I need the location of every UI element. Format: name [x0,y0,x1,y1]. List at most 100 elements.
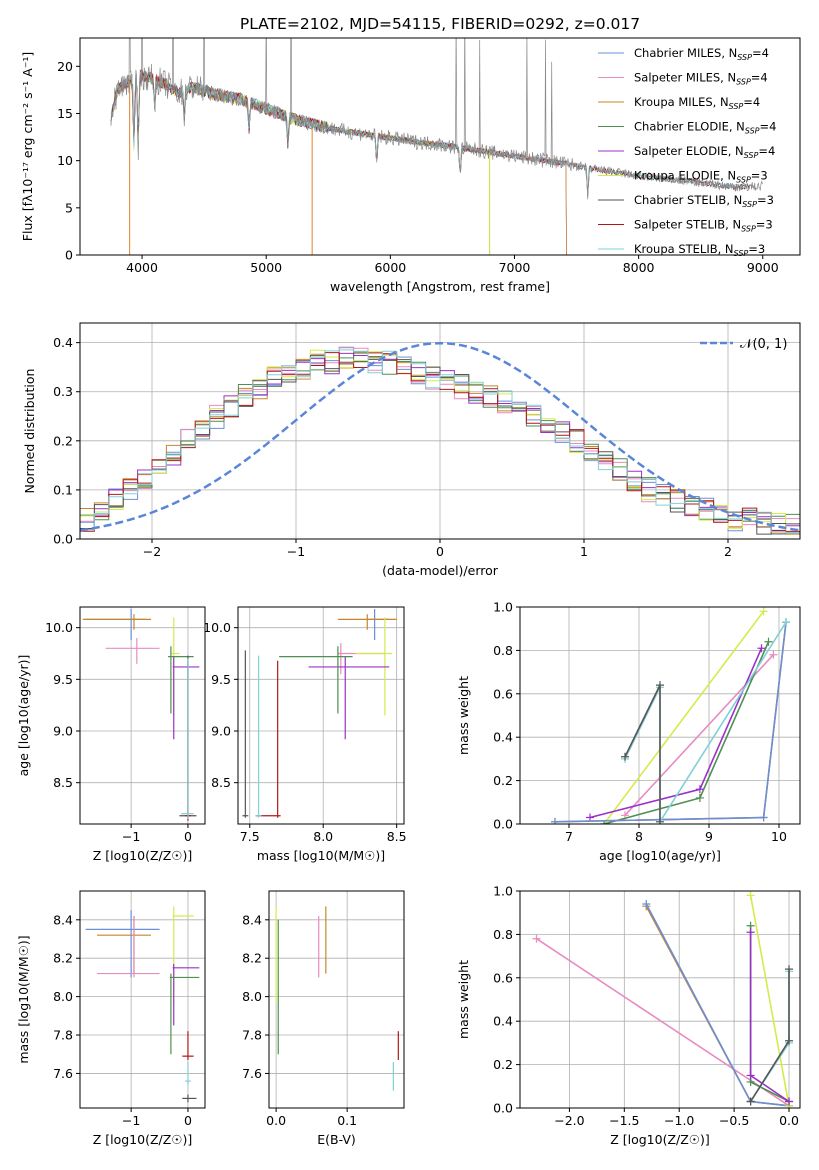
x-tick-label: 9000 [747,260,779,275]
y-tick-label: 7.8 [242,1028,262,1043]
weight-marker [746,1097,755,1106]
y-tick-label: 0.0 [53,532,73,547]
spectrum-legend: Chabrier MILES, NSSP=4 Salpeter MILES, NS… [598,46,776,258]
weight-vs-Z-plot-area [532,891,794,1108]
y-tick-label: 9.5 [53,672,73,687]
weight-marker [782,618,790,627]
weight-marker [586,813,594,822]
y-tick-label: 8.5 [211,775,231,790]
residuals-ylabel: Normed distribution [22,369,37,494]
y-tick-label: 8.2 [53,951,73,966]
weight-vs-age-ylabel: mass weight [456,676,471,755]
y-tick-label: 0.8 [493,927,513,942]
spectrum-frame [79,37,801,256]
weight-line [749,969,790,1102]
x-tick-label: 9 [705,829,713,844]
y-tick-label: 7.6 [53,1066,73,1081]
plot-layer: 4000 5000 6000 7000 8000 900005101520waveleng… [16,37,801,1147]
x-tick-label: 8000 [623,260,655,275]
x-tick-label: 0.0 [779,1113,799,1128]
mass-vs-Z-frame [79,890,206,1109]
x-tick-label: 0 [184,1113,192,1128]
y-tick-label: 0.4 [53,335,73,350]
x-tick-label: 7.5 [240,829,260,844]
y-tick-label: 8.4 [242,912,262,927]
x-tick-label: 1 [580,544,588,559]
figure-title: PLATE=2102, MJD=54115, FIBERID=0292, z=0… [240,15,640,33]
x-tick-label: 8 [635,829,643,844]
weight-vs-Z-xlabel: Z [log10(Z/Z☉)] [610,1132,710,1147]
legend-label: Chabrier ELODIE, NSSP=4 [634,120,776,136]
y-tick-label: 7.8 [53,1028,73,1043]
x-tick-label: −2 [143,544,161,559]
x-tick-label: 0.0 [266,1113,286,1128]
x-tick-label: 8.5 [387,829,407,844]
weight-marker [695,793,704,802]
y-tick-label: 0.4 [493,730,513,745]
y-tick-label: 10.0 [203,620,231,635]
y-tick-label: 1.0 [493,884,513,899]
weight-marker [764,637,773,646]
residuals-plot-area [80,341,800,535]
weight-vs-age-xlabel: age [log10(age/yr)] [599,848,721,863]
y-tick-label: 8.0 [242,989,262,1004]
y-tick-label: 15 [57,106,73,121]
x-tick-label: 6000 [374,260,406,275]
weight-vs-Z-panel: −2.0 −1.5 −1.0 −0.5 0.0 0.0 0.2 0.4 0.6 0.8 1.0 Z [… [456,884,801,1147]
weight-vs-Z-frame [519,890,801,1109]
y-tick-label: 8.0 [53,989,73,1004]
weight-marker [746,1071,755,1080]
x-tick-label: 4000 [126,260,158,275]
x-tick-label: 5000 [250,260,282,275]
y-tick-label: 0.3 [53,384,73,399]
spectrum-ylabel: Flux [fλ10⁻¹⁷ erg cm⁻² s⁻¹ A⁻¹] [20,52,35,241]
y-tick-label: 10.0 [45,620,73,635]
age-vs-mass-panel: 7.5 8.0 8.5 8.5 9.0 9.5 10.0 mass [log10(M/M☉)] [203,606,407,863]
x-tick-label: 2 [724,544,732,559]
weight-line [554,622,787,823]
weight-vs-age-panel: 7 8 9 10 0.0 0.2 0.4 0.6 0.8 1.0 age [log10(age/yr… [456,600,801,863]
weight-line [603,610,765,824]
x-tick-label: 10 [771,829,787,844]
y-tick-label: 0 [65,248,73,263]
spectrum-data-line [110,38,764,200]
y-tick-label: 0.2 [493,1057,513,1072]
y-tick-label: 0.8 [493,643,513,658]
y-tick-label: 0.6 [493,970,513,985]
x-tick-label: 0 [184,829,192,844]
y-tick-label: 1.0 [493,600,513,615]
weight-marker [656,817,664,824]
y-tick-label: 0.0 [493,1101,513,1116]
weight-marker [532,934,541,943]
age-vs-mass-frame [237,606,405,825]
weight-marker [759,813,768,822]
x-tick-label: −1.0 [664,1113,694,1128]
y-tick-label: 9.5 [211,672,231,687]
weight-marker [656,681,664,690]
weight-vs-age-plot-area [551,607,790,824]
mass-vs-EBV-plot-area [275,906,399,1091]
mass-vs-EBV-frame [268,890,405,1109]
spectrum-model-line [110,72,491,255]
y-tick-label: 8.2 [242,951,262,966]
spectrum-model-line [110,73,491,255]
x-tick-label: −0.5 [719,1113,749,1128]
y-tick-label: 7.6 [242,1066,262,1081]
legend-label: Kroupa ELODIE, NSSP=3 [634,169,768,185]
weight-marker [551,817,559,824]
legend-label: Kroupa STELIB, NSSP=3 [634,242,765,258]
x-tick-label: −1 [122,1113,140,1128]
gaussian-curve [80,341,800,532]
x-tick-label: 7000 [499,260,531,275]
x-tick-label: 8.0 [313,829,333,844]
legend-label: Chabrier MILES, NSSP=4 [634,46,769,62]
weight-marker [746,891,755,900]
y-tick-label: 9.0 [211,724,231,739]
y-tick-label: 0.4 [493,1014,513,1029]
mass-vs-Z-xlabel: Z [log10(Z/Z☉)] [93,1132,193,1147]
weight-line [589,647,763,819]
legend-label: Salpeter MILES, NSSP=4 [634,71,768,87]
x-tick-label: 0 [436,544,444,559]
weight-vs-Z-ylabel: mass weight [456,960,471,1039]
residual-histogram [80,355,800,535]
